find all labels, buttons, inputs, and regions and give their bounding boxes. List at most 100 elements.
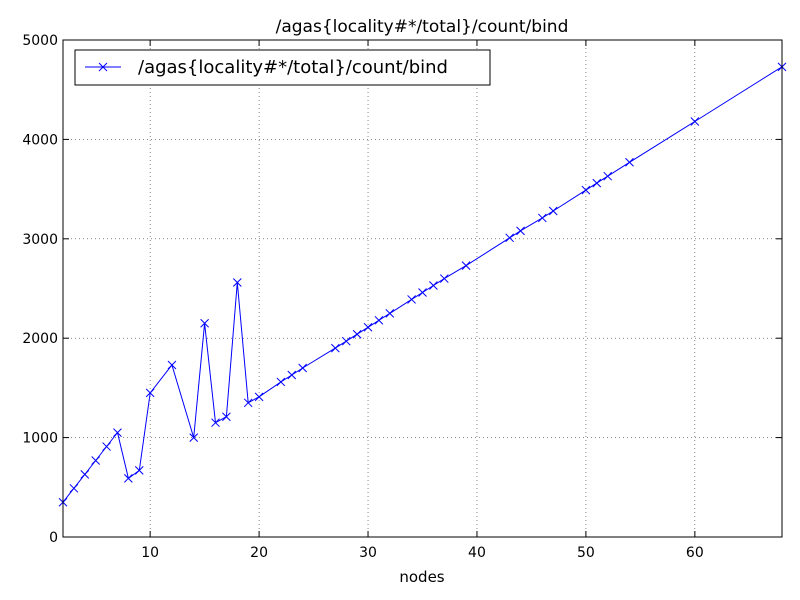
marker-stroke (254, 392, 264, 402)
grid (63, 40, 782, 537)
marker-stroke (200, 318, 209, 328)
data-point-marker (505, 233, 515, 243)
data-point-marker (91, 456, 101, 465)
legend-label: /agas{locality#*/total}/count/bind (138, 57, 448, 78)
data-point-marker (352, 329, 362, 339)
data-point-marker (69, 483, 79, 493)
data-point-marker (232, 278, 242, 287)
legend-box (74, 49, 491, 86)
data-point-marker (102, 442, 111, 451)
tick-labels: 10 20 30 40 50 60 0 1000 2000 3000 4000 5000 (22, 33, 703, 561)
y-tick-label: 3000 (22, 232, 58, 248)
marker-stroke (330, 343, 340, 353)
marker-stroke (352, 329, 362, 339)
data-point-marker (690, 117, 700, 126)
data-point-marker (211, 418, 220, 428)
legend-marker (98, 62, 108, 72)
marker-stroke (505, 233, 515, 243)
data-point-marker (287, 370, 297, 380)
marker-stroke (385, 308, 395, 318)
data-point-marker (548, 206, 558, 216)
data-point-marker (243, 398, 253, 408)
marker-stroke (211, 418, 220, 428)
marker-stroke (548, 206, 558, 216)
data-point-marker (222, 412, 231, 422)
marker-stroke (113, 428, 122, 437)
marker-stroke (374, 315, 384, 325)
marker-stroke (287, 370, 297, 380)
marker-stroke (516, 226, 525, 236)
data-point-marker (189, 433, 199, 442)
data-point-marker (385, 308, 395, 318)
data-point-marker (124, 474, 133, 483)
data-point-marker (439, 274, 449, 283)
marker-stroke (407, 295, 416, 304)
marker-stroke (80, 470, 90, 479)
marker-stroke (603, 171, 613, 181)
marker-stroke (243, 398, 253, 408)
data-point-marker (113, 428, 122, 437)
x-tick-label: 40 (468, 545, 486, 561)
marker-stroke (429, 281, 438, 290)
marker-stroke (189, 433, 199, 442)
y-tick-label: 0 (49, 530, 58, 546)
data-point-marker (537, 213, 547, 223)
data-point-marker (341, 336, 351, 346)
data-point-marker (418, 288, 427, 297)
data-point-marker (516, 226, 525, 236)
plot-frame (62, 39, 783, 538)
marker-stroke (145, 388, 155, 398)
data-point-marker (407, 295, 416, 304)
marker-stroke (91, 456, 101, 465)
marker-stroke (439, 274, 449, 283)
data-point-marker (461, 261, 471, 270)
marker-stroke (167, 360, 177, 370)
y-tick-label: 4000 (22, 132, 58, 148)
data-point-marker (330, 343, 340, 353)
x-tick-label: 50 (577, 545, 595, 561)
marker-stroke (69, 483, 79, 493)
data-point-marker (80, 470, 90, 479)
x-tick-label: 60 (686, 545, 704, 561)
chart-title: /agas{locality#*/total}/count/bind (276, 17, 569, 37)
y-tick-label: 5000 (22, 33, 58, 49)
data-point-marker (625, 157, 634, 167)
marker-stroke (418, 288, 427, 297)
data-point-marker (145, 388, 155, 398)
marker-stroke (592, 178, 602, 188)
y-tick-label: 2000 (22, 331, 58, 347)
legend: /agas{locality#*/total}/count/bind (74, 49, 491, 86)
marker-stroke (276, 377, 286, 387)
x-axis-label: nodes (399, 568, 444, 586)
data-point-marker (363, 322, 373, 332)
data-point-marker (298, 363, 308, 373)
data-point-marker (581, 185, 591, 195)
data-point-marker (167, 360, 177, 370)
marker-stroke (222, 412, 231, 422)
marker-stroke (363, 322, 373, 332)
data-point-marker (592, 178, 602, 188)
y-tick-label: 1000 (22, 431, 58, 447)
marker-stroke (341, 336, 351, 346)
marker-stroke (461, 261, 471, 270)
marker-stroke (690, 117, 700, 126)
data-point-marker (374, 315, 384, 325)
data-point-marker (603, 171, 613, 181)
data-point-marker (200, 318, 209, 328)
data-point-marker (254, 392, 264, 402)
marker-stroke (298, 363, 308, 373)
x-tick-label: 10 (141, 545, 159, 561)
marker-stroke (232, 278, 242, 287)
marker-stroke (124, 474, 133, 483)
axis-ticks (63, 39, 782, 538)
marker-stroke (581, 185, 591, 195)
data-point-marker (429, 281, 438, 290)
data-point-marker (276, 377, 286, 387)
marker-stroke (625, 157, 634, 167)
data-point-marker (134, 466, 144, 475)
x-tick-label: 30 (359, 545, 377, 561)
marker-stroke (134, 466, 144, 475)
x-tick-label: 20 (250, 545, 268, 561)
